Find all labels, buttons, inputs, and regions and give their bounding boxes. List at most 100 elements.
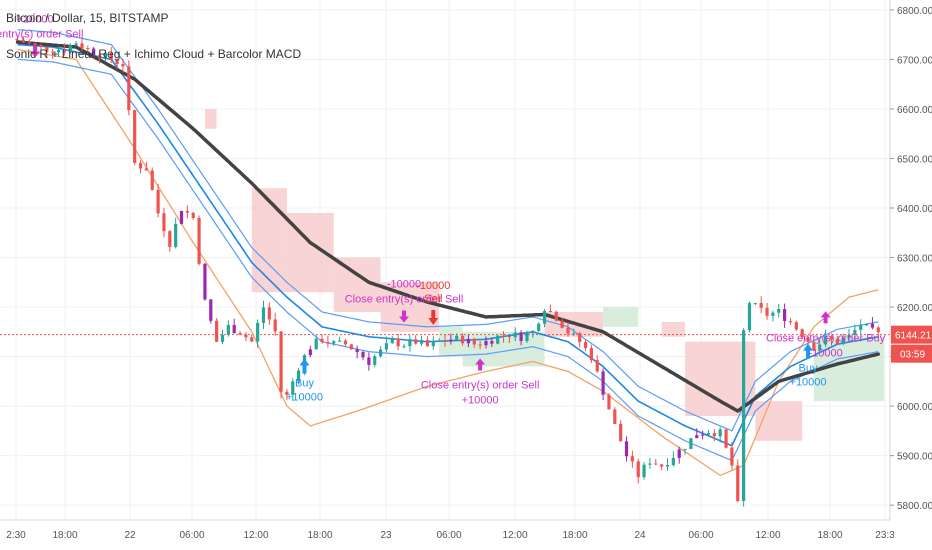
candle-body — [378, 349, 383, 357]
time-tick-label: 06:00 — [436, 530, 461, 541]
candle-body — [472, 338, 476, 345]
price-tick-label: 5800.00 — [897, 501, 932, 512]
buy-qty: +10000 — [286, 391, 323, 403]
indicator-legend: Sonic R + Linear Reg + Ichimo Cloud + Ba… — [6, 47, 301, 61]
candle-body — [367, 357, 371, 365]
close-arrow-icon — [399, 310, 410, 323]
candle-body — [800, 329, 804, 338]
candle-body — [513, 332, 517, 338]
candle-body — [683, 448, 687, 450]
candle-body — [794, 322, 798, 330]
candle-body — [138, 162, 143, 169]
candle-body — [525, 333, 529, 342]
time-tick-label: 12:00 — [243, 530, 268, 541]
time-tick-label: 12:00 — [755, 530, 780, 541]
candle-body — [870, 323, 875, 328]
time-tick-label: 06:00 — [179, 530, 204, 541]
candle-body — [62, 49, 67, 53]
buy-arrow-icon — [803, 343, 814, 359]
price-tags: 6144.21 03:59 — [891, 325, 932, 363]
candle-body — [355, 349, 359, 353]
candle-body — [390, 339, 394, 344]
time-tick-label: 18:00 — [52, 530, 77, 541]
candle-body — [197, 217, 201, 264]
buy-label: Buy — [295, 377, 314, 389]
candle-body — [115, 59, 119, 65]
candle-body — [232, 324, 236, 334]
candle-body — [613, 409, 617, 424]
candle-body — [583, 342, 588, 349]
candle-body — [788, 321, 793, 323]
candle-body — [431, 341, 435, 347]
countdown-tag — [891, 344, 932, 363]
candle-body — [706, 433, 711, 435]
buy-qty: +10000 — [790, 377, 827, 389]
price-tick-label: 6300.00 — [897, 254, 932, 265]
candle-body — [45, 47, 49, 52]
time-tick-label: 2:30 — [6, 530, 26, 541]
time-tick-label: 06:00 — [688, 530, 713, 541]
price-tick-label: 6700.00 — [897, 55, 932, 66]
candle-body — [455, 335, 459, 340]
candle-body — [279, 331, 283, 392]
candle-body — [560, 320, 564, 328]
candle-body — [156, 189, 160, 214]
sell-label: Sell — [424, 293, 442, 305]
candle-body — [484, 340, 488, 346]
price-tick-label: 6200.00 — [897, 303, 932, 314]
candle-body — [384, 343, 389, 350]
sonic-r-ema-bands — [17, 29, 879, 462]
close-qty: -10000 — [387, 278, 421, 290]
candle-body — [80, 43, 84, 49]
candle-body — [501, 335, 506, 337]
close-arrow-icon — [820, 311, 831, 324]
time-tick-label: 18:00 — [562, 530, 587, 541]
candle-body — [736, 465, 740, 501]
close-arrow-icon — [475, 358, 486, 371]
candle-body — [841, 338, 845, 344]
candle-body — [343, 340, 348, 345]
candle-body — [103, 52, 107, 59]
candle-body — [267, 307, 271, 320]
time-tick-label: 23 — [380, 530, 392, 541]
candle-body — [747, 303, 752, 331]
linear-regression-line — [17, 48, 879, 477]
candle-body — [537, 323, 541, 331]
price-tick-label: 6600.00 — [897, 105, 932, 116]
cloud-span — [755, 401, 803, 441]
candle-body — [402, 346, 406, 348]
sell-qty: -10000 — [416, 280, 450, 292]
candle-body — [742, 330, 746, 501]
time-axis[interactable]: 2:30 18:00 22 06:00 12:00 18:00 23 06:00 12:00 18… — [6, 530, 895, 541]
candle-body — [818, 344, 822, 351]
candle-body — [414, 339, 418, 344]
candle-body — [765, 307, 769, 316]
candle-body — [250, 337, 254, 342]
candle-body — [21, 39, 26, 43]
candle-body — [133, 110, 137, 163]
cloud-span — [251, 188, 287, 293]
candle-body — [724, 429, 728, 448]
candle-body — [812, 341, 816, 351]
candle-body — [33, 43, 37, 45]
candle-body — [437, 340, 441, 342]
candle-body — [496, 335, 500, 344]
candle-body — [215, 320, 219, 342]
candle-body — [326, 342, 330, 344]
price-axis[interactable]: 6800.00 6700.00 6600.00 6500.00 6400.00 6300.… — [890, 6, 932, 512]
close-qty: -10000 — [808, 347, 842, 359]
candle-body — [449, 339, 453, 342]
candle-body — [244, 334, 248, 338]
candle-body — [624, 441, 629, 457]
candle-body — [361, 352, 365, 358]
candle-body — [27, 42, 31, 44]
chart-title: Bitcoin / Dollar, 15, BITSTAMP — [6, 11, 169, 25]
candle-body — [542, 310, 547, 324]
candle-body — [297, 370, 301, 382]
candle-body — [566, 327, 570, 334]
candle-body — [507, 336, 512, 338]
candle-body — [109, 52, 113, 60]
candle-body — [185, 210, 189, 213]
close-label: Close entry(s) order Sell — [345, 293, 464, 305]
